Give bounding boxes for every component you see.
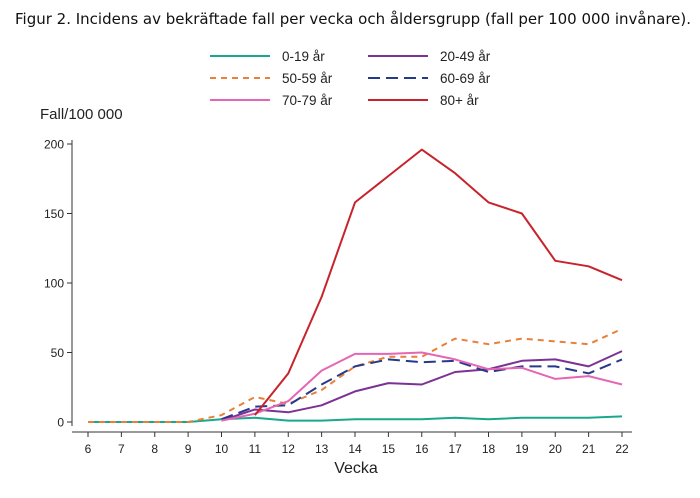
x-tick-label: 21 — [582, 442, 596, 456]
axes: 0 50 100 150 200 6 7 8 9 10 11 12 13 14 15 16 17 18 19 20 21… — [44, 138, 632, 456]
x-tick-label: 14 — [348, 442, 362, 456]
x-tick-label: 6 — [85, 442, 92, 456]
x-axis-title: Vecka — [334, 460, 378, 477]
x-tick-label: 22 — [615, 442, 629, 456]
x-tick-label: 10 — [215, 442, 229, 456]
series-line-4 — [221, 351, 623, 422]
x-tick-label: 15 — [382, 442, 396, 456]
legend-label-2: 50-59 år — [282, 71, 333, 86]
legend-label-5: 80+ år — [440, 93, 479, 108]
x-tick-label: 16 — [415, 442, 429, 456]
legend-label-1: 20-49 år — [440, 49, 491, 64]
y-tick-label: 200 — [44, 138, 64, 152]
x-tick-label: 13 — [315, 442, 329, 456]
series-line-2 — [88, 327, 623, 423]
series-line-3 — [221, 358, 623, 421]
x-tick-label: 17 — [448, 442, 462, 456]
legend: 0-19 år 20-49 år 50-59 år 60-69 år 70-79 år 8… — [210, 49, 491, 108]
legend-label-3: 60-69 år — [440, 71, 491, 86]
y-tick-label: 100 — [44, 277, 64, 291]
x-tick-label: 20 — [549, 442, 563, 456]
x-tick-label: 18 — [482, 442, 496, 456]
x-tick-label: 12 — [282, 442, 296, 456]
series-lines — [88, 148, 623, 423]
series-line-1 — [221, 350, 623, 422]
series-line-5 — [254, 148, 623, 416]
y-tick-label: 0 — [57, 416, 64, 430]
x-tick-label: 8 — [151, 442, 158, 456]
y-axis-title: Fall/100 000 — [40, 106, 123, 123]
x-tick-label: 19 — [515, 442, 529, 456]
legend-label-4: 70-79 år — [282, 93, 333, 108]
x-tick-label: 7 — [118, 442, 125, 456]
y-tick-label: 50 — [51, 346, 65, 360]
legend-label-0: 0-19 år — [282, 49, 325, 64]
x-tick-label: 11 — [249, 442, 262, 456]
x-tick-label: 9 — [185, 442, 192, 456]
y-tick-label: 150 — [44, 207, 64, 221]
figure-title: Figur 2. Incidens av bekräftade fall per… — [15, 10, 692, 28]
